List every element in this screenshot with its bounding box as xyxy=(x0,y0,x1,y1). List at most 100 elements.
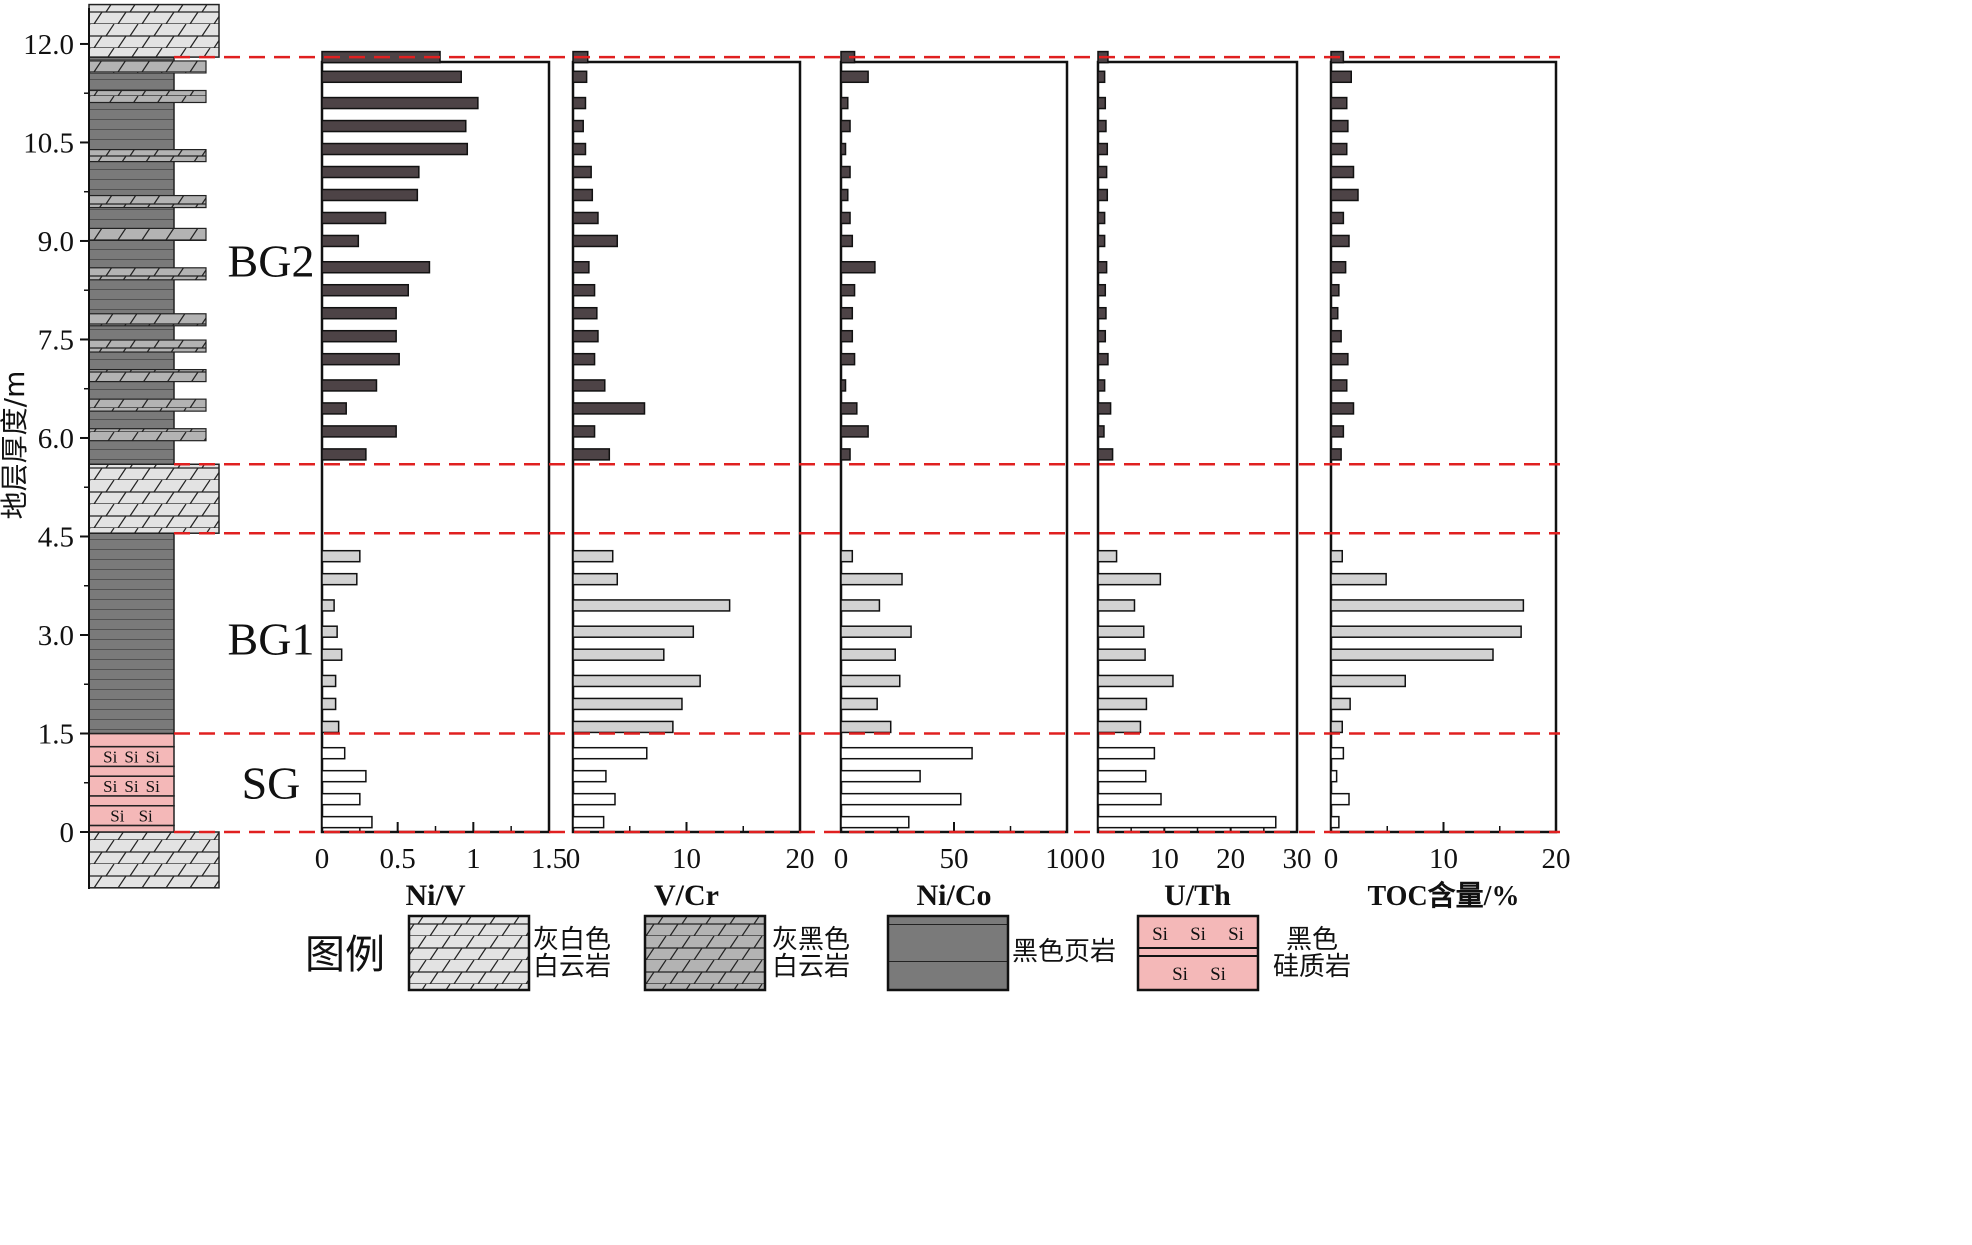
bar xyxy=(1330,142,1348,156)
bar xyxy=(1330,425,1345,438)
bar xyxy=(1330,599,1525,612)
y-tick-label: 7.5 xyxy=(38,324,74,356)
bar xyxy=(572,379,606,392)
bar xyxy=(1097,746,1156,760)
bar xyxy=(840,211,851,225)
bar xyxy=(840,425,869,438)
bar xyxy=(840,769,921,783)
bar xyxy=(1097,697,1148,711)
y-tick-label: 9.0 xyxy=(38,226,74,258)
bar xyxy=(1097,329,1107,343)
column-dolomite-bands xyxy=(88,60,207,442)
bar xyxy=(321,283,410,297)
bar xyxy=(1330,260,1347,274)
legend-label: 硅质岩 xyxy=(1273,952,1351,982)
legend-swatch-light-gray-dolomite xyxy=(407,914,531,992)
bar xyxy=(1097,769,1147,783)
panel-5: 0 10 20 TOC含量/% xyxy=(1324,50,1571,912)
bar xyxy=(840,379,847,392)
bar xyxy=(1330,720,1343,734)
bar xyxy=(572,234,619,248)
x-axis-label: U/Th xyxy=(1164,879,1231,912)
bar xyxy=(1097,211,1106,225)
bar xyxy=(572,625,695,638)
bar xyxy=(1330,306,1339,320)
legend-si-label: Si xyxy=(1228,924,1244,945)
bar xyxy=(572,769,607,783)
legend-swatch-dark-gray-dolomite xyxy=(643,914,767,992)
bar xyxy=(572,188,594,202)
panel-frame xyxy=(839,60,1069,834)
bar xyxy=(321,572,358,586)
bar xyxy=(1097,674,1174,688)
y-tick-label: 10.5 xyxy=(23,127,74,159)
bar xyxy=(840,746,973,760)
bar xyxy=(321,379,378,392)
column-dolomite-band xyxy=(88,194,207,209)
bar xyxy=(321,142,469,156)
zone-label: BG1 xyxy=(228,613,315,664)
legend-swatch-black-shale xyxy=(886,914,1010,992)
column-dolomite-band xyxy=(88,368,207,383)
x-axis-label: Ni/V xyxy=(406,879,466,912)
bar xyxy=(572,352,596,366)
bar xyxy=(1330,402,1355,415)
bar xyxy=(840,306,854,320)
bar xyxy=(840,792,962,806)
legend-label: 黑色页岩 xyxy=(1012,937,1116,967)
x-tick-label: 0.5 xyxy=(380,843,416,875)
bar xyxy=(1330,746,1345,760)
bar xyxy=(1330,549,1343,563)
bar xyxy=(321,260,431,274)
legend-label: 灰白色 xyxy=(533,925,611,955)
column-dolomite-band xyxy=(88,227,207,242)
y-axis: 0 1.5 3.0 4.5 6.0 7.5 9.0 10.5 12.0 地层厚度/m xyxy=(0,8,90,889)
bar xyxy=(321,70,462,84)
bar xyxy=(840,142,847,156)
y-tick-label: 4.5 xyxy=(38,521,74,553)
panel-frame xyxy=(1329,60,1558,834)
bar xyxy=(321,188,419,202)
y-tick-label: 1.5 xyxy=(38,718,74,750)
bar xyxy=(1097,96,1107,110)
bar xyxy=(840,815,910,829)
bar xyxy=(321,625,338,638)
bar xyxy=(840,599,881,612)
column-layer xyxy=(88,765,175,777)
bar xyxy=(840,352,856,366)
bar xyxy=(572,211,599,225)
bar xyxy=(1330,697,1351,711)
bar xyxy=(1330,379,1348,392)
bar xyxy=(840,720,892,734)
bar xyxy=(572,746,648,760)
panel-1: 0 0.5 1 1.5 Ni/V xyxy=(315,50,567,912)
bar xyxy=(321,165,420,179)
bar xyxy=(1097,283,1107,297)
x-tick-label: 100 xyxy=(1045,843,1089,875)
x-axis-label: Ni/Co xyxy=(917,879,992,912)
bar xyxy=(840,697,878,711)
legend-si-label: Si xyxy=(1190,924,1206,945)
column-dolomite-band xyxy=(88,89,207,104)
legend-label: 灰黑色 xyxy=(772,925,850,955)
bar xyxy=(321,769,367,783)
column-dolomite-band xyxy=(88,428,207,442)
bar xyxy=(572,306,598,320)
bar xyxy=(1097,188,1109,202)
bar xyxy=(1330,188,1359,202)
y-tick-label: 6.0 xyxy=(38,423,74,455)
bar xyxy=(321,425,397,438)
bar xyxy=(1097,448,1114,461)
column-si-label: Si xyxy=(110,807,124,826)
x-tick-label: 0 xyxy=(1324,843,1339,875)
bar xyxy=(1097,234,1106,248)
bar xyxy=(1330,792,1350,806)
bar xyxy=(1097,720,1142,734)
x-tick-label: 10 xyxy=(1429,843,1458,875)
column-si-label: Si xyxy=(146,747,160,766)
bar xyxy=(1097,142,1109,156)
bar xyxy=(1097,352,1109,366)
legend-si-label: Si xyxy=(1210,964,1226,985)
x-tick-label: 1 xyxy=(466,843,481,875)
